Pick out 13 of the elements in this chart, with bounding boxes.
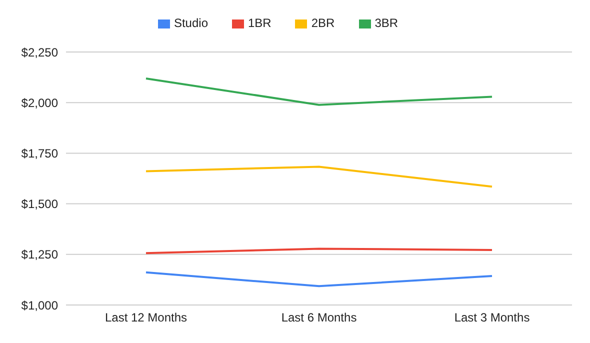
- legend-label: 2BR: [311, 16, 335, 30]
- y-tick-label: $2,000: [21, 96, 58, 110]
- y-tick-label: $1,500: [21, 197, 58, 212]
- legend-label: 1BR: [248, 16, 272, 30]
- x-tick-label: Last 12 Months: [104, 310, 188, 325]
- x-tick-label: Last 6 Months: [281, 310, 357, 325]
- legend-label: 3BR: [374, 16, 398, 30]
- x-tick-label: Last 3 Months: [454, 310, 530, 325]
- y-tick-label: $1,000: [21, 298, 58, 312]
- y-tick-label: $1,250: [21, 248, 58, 262]
- legend-label: Studio: [174, 16, 208, 30]
- y-tick-label: $1,750: [21, 146, 58, 160]
- y-tick-label: $2,250: [21, 45, 58, 60]
